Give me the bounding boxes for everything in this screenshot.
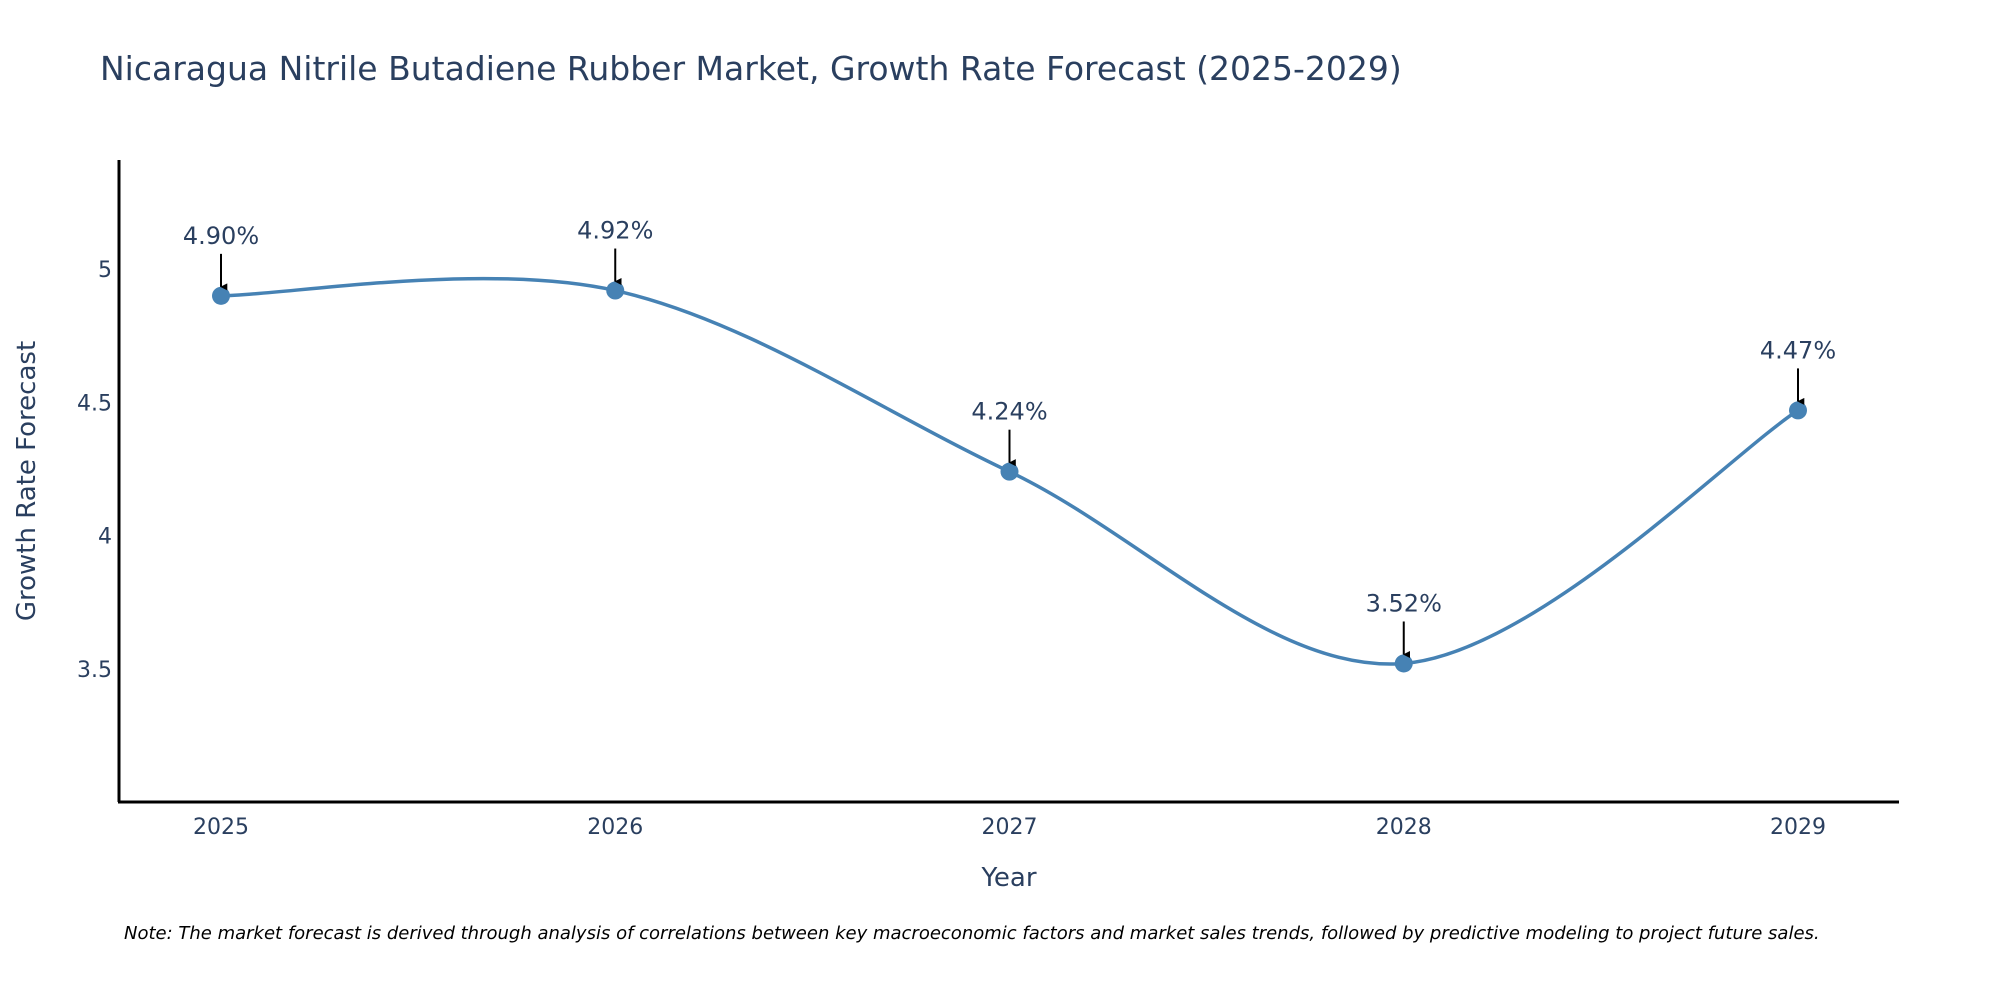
- x-tick-label: 2029: [1770, 815, 1826, 840]
- data-label: 4.24%: [971, 398, 1047, 426]
- x-tick-label: 2028: [1376, 815, 1432, 840]
- chart-title: Nicaragua Nitrile Butadiene Rubber Marke…: [100, 49, 1402, 88]
- plot-area: 3.5 4 4.5 5 2025 2026 2027 2028 2029 4.90% 4.92%…: [77, 160, 1899, 840]
- y-tick-label: 3.5: [77, 658, 112, 683]
- data-label: 3.52%: [1366, 589, 1442, 617]
- data-point: [1394, 654, 1413, 673]
- x-ticks: 2025 2026 2027 2028 2029: [193, 815, 1826, 840]
- data-point: [1789, 401, 1807, 420]
- y-axis-title: Growth Rate Forecast: [12, 341, 42, 621]
- data-markers: [212, 281, 1807, 673]
- x-tick-label: 2026: [587, 815, 643, 840]
- y-tick-label: 5: [98, 258, 112, 283]
- data-label: 4.92%: [577, 217, 653, 245]
- y-tick-label: 4.5: [77, 391, 112, 416]
- series-line: [220, 276, 1799, 666]
- data-point: [606, 281, 625, 300]
- x-tick-label: 2025: [193, 815, 249, 840]
- data-point: [212, 286, 230, 305]
- y-ticks: 3.5 4 4.5 5: [77, 258, 112, 683]
- data-point: [1000, 462, 1019, 481]
- y-tick-label: 4: [98, 525, 112, 550]
- footnote: Note: The market forecast is derived thr…: [124, 923, 1820, 944]
- data-label: 4.47%: [1760, 336, 1836, 364]
- x-axis-title: Year: [980, 863, 1036, 893]
- data-label: 4.90%: [183, 222, 259, 250]
- x-tick-label: 2027: [982, 815, 1038, 840]
- data-annotations: 4.90% 4.92% 4.24% 3.52% 4.47%: [183, 217, 1836, 658]
